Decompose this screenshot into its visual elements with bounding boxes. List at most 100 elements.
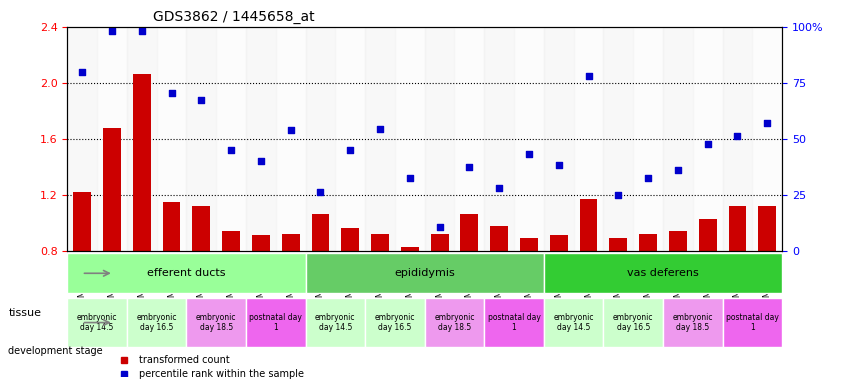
Text: embryonic
day 16.5: embryonic day 16.5 (375, 313, 415, 332)
FancyBboxPatch shape (305, 253, 544, 293)
FancyBboxPatch shape (67, 253, 305, 293)
Text: embryonic
day 18.5: embryonic day 18.5 (434, 313, 474, 332)
Bar (454, 27, 484, 251)
Bar (699, 218, 717, 363)
Bar (67, 27, 97, 251)
Bar (728, 206, 746, 363)
Bar (187, 27, 216, 251)
Bar (73, 192, 91, 363)
Point (760, 121, 774, 127)
Text: embryonic
day 14.5: embryonic day 14.5 (315, 313, 356, 332)
Bar (127, 27, 156, 251)
Bar (216, 27, 246, 251)
Bar (693, 27, 722, 251)
Point (105, 28, 119, 34)
Bar (305, 27, 336, 251)
Point (433, 224, 447, 230)
FancyBboxPatch shape (365, 298, 425, 347)
Point (135, 28, 149, 34)
Bar (156, 27, 187, 251)
Bar (669, 231, 687, 363)
Text: transformed count: transformed count (139, 355, 230, 365)
Point (642, 175, 655, 181)
FancyBboxPatch shape (305, 298, 365, 347)
Point (343, 147, 357, 153)
Bar (639, 234, 657, 363)
Text: embryonic
day 16.5: embryonic day 16.5 (613, 313, 653, 332)
Bar (311, 215, 330, 363)
Point (314, 189, 327, 195)
Point (701, 141, 714, 147)
FancyBboxPatch shape (603, 298, 663, 347)
Bar (431, 234, 448, 363)
Point (552, 162, 565, 169)
Bar (759, 206, 776, 363)
Bar (246, 27, 276, 251)
Point (463, 164, 476, 170)
Bar (425, 27, 454, 251)
Bar (103, 127, 121, 363)
FancyBboxPatch shape (127, 298, 187, 347)
Text: tissue: tissue (8, 308, 41, 318)
Bar (133, 74, 151, 363)
Text: embryonic
day 18.5: embryonic day 18.5 (673, 313, 713, 332)
Bar (371, 234, 389, 363)
Bar (162, 202, 181, 363)
Bar (395, 27, 425, 251)
FancyBboxPatch shape (187, 298, 246, 347)
Bar (341, 228, 359, 363)
Text: development stage: development stage (8, 346, 103, 356)
Text: percentile rank within the sample: percentile rank within the sample (139, 369, 304, 379)
FancyBboxPatch shape (246, 298, 305, 347)
Bar (603, 27, 633, 251)
Text: postnatal day
1: postnatal day 1 (726, 313, 779, 332)
Bar (550, 235, 568, 363)
Bar (484, 27, 514, 251)
Bar (401, 247, 419, 363)
Bar (97, 27, 127, 251)
Bar (520, 238, 538, 363)
FancyBboxPatch shape (425, 298, 484, 347)
Point (403, 175, 416, 181)
Bar (722, 27, 753, 251)
Point (731, 133, 744, 139)
Bar (610, 238, 627, 363)
Text: embryonic
day 14.5: embryonic day 14.5 (553, 313, 594, 332)
Point (284, 127, 298, 134)
Point (493, 185, 506, 191)
Bar (544, 27, 574, 251)
Bar (574, 27, 604, 251)
Point (225, 147, 238, 153)
Bar (490, 226, 508, 363)
Point (254, 158, 267, 164)
Bar (753, 27, 782, 251)
Bar (461, 215, 479, 363)
Bar (514, 27, 544, 251)
Text: embryonic
day 16.5: embryonic day 16.5 (136, 313, 177, 332)
Text: embryonic
day 14.5: embryonic day 14.5 (77, 313, 117, 332)
Bar (633, 27, 663, 251)
FancyBboxPatch shape (484, 298, 544, 347)
Bar (193, 206, 210, 363)
Point (522, 151, 536, 157)
Text: GDS3862 / 1445658_at: GDS3862 / 1445658_at (153, 10, 315, 25)
Point (582, 73, 595, 79)
Text: postnatal day
1: postnatal day 1 (249, 313, 302, 332)
Point (165, 89, 178, 96)
Point (373, 126, 387, 132)
FancyBboxPatch shape (722, 298, 782, 347)
Bar (579, 199, 597, 363)
Bar (365, 27, 395, 251)
Text: efferent ducts: efferent ducts (147, 268, 225, 278)
Bar (252, 235, 270, 363)
FancyBboxPatch shape (67, 298, 127, 347)
Point (671, 167, 685, 173)
Text: postnatal day
1: postnatal day 1 (488, 313, 541, 332)
Point (76, 69, 89, 75)
FancyBboxPatch shape (544, 253, 782, 293)
Text: epididymis: epididymis (394, 268, 455, 278)
Bar (336, 27, 365, 251)
Bar (282, 234, 299, 363)
FancyBboxPatch shape (663, 298, 722, 347)
Bar (663, 27, 693, 251)
